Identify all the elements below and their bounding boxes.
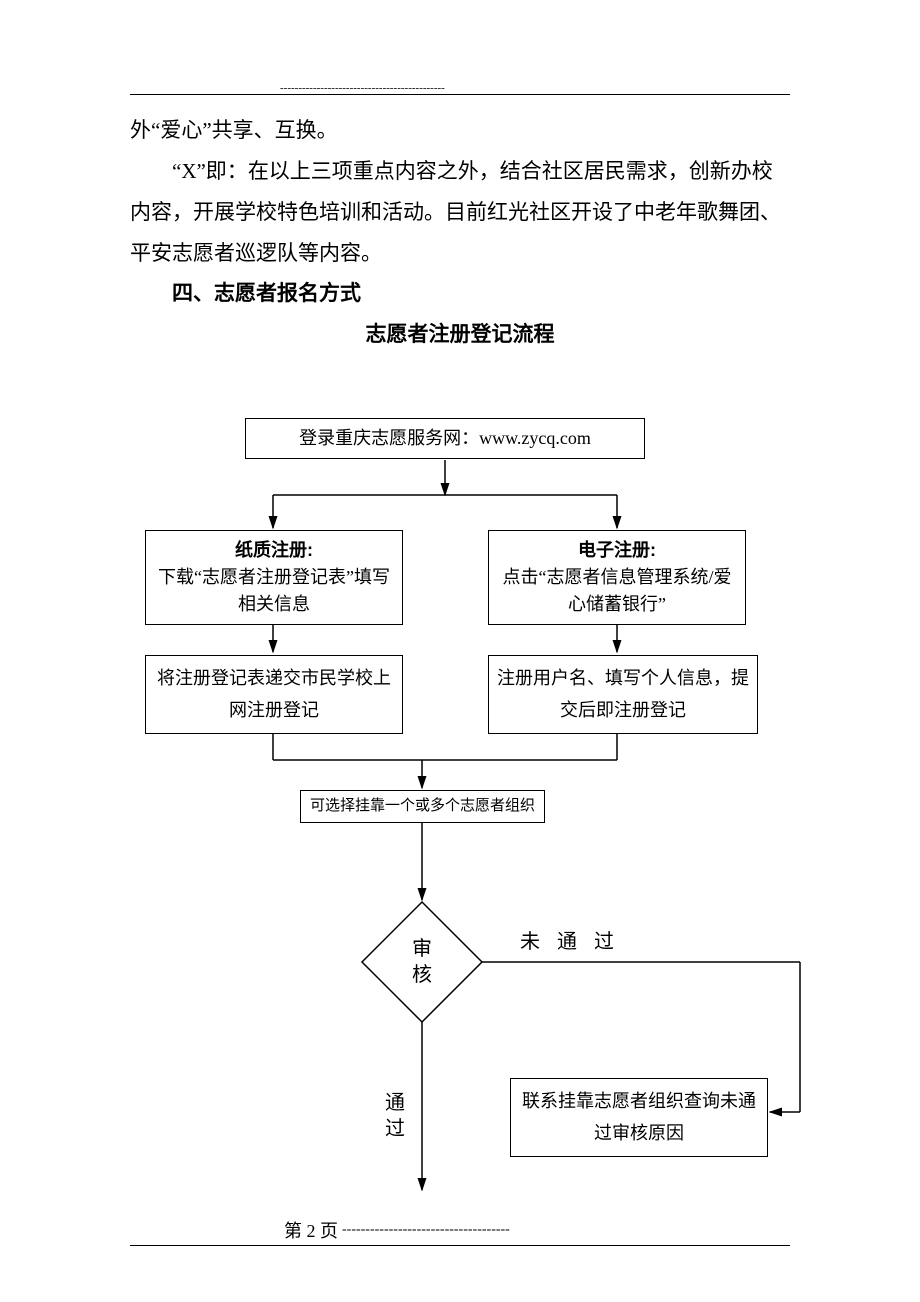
flow-node-register-user: 注册用户名、填写个人信息，提交后即注册登记 bbox=[488, 655, 758, 734]
flow-node-contact-org: 联系挂靠志愿者组织查询未通过审核原因 bbox=[510, 1078, 768, 1157]
flow-label-fail: 未 通 过 bbox=[520, 925, 620, 954]
flowchart-title: 志愿者注册登记流程 bbox=[130, 315, 790, 356]
footer-line1: 第 2 页 ----------------------------------… bbox=[130, 1217, 790, 1243]
body-text: 外“爱心”共享、互换。 “X”即：在以上三项重点内容之外，结合社区居民需求，创新… bbox=[130, 110, 790, 356]
electronic-register-body: 点击“志愿者信息管理系统/爱心储蓄银行” bbox=[503, 567, 732, 614]
flow-decision-audit: 审核 bbox=[411, 936, 433, 988]
flow-node-submit-form: 将注册登记表递交市民学校上网注册登记 bbox=[145, 655, 403, 734]
paragraph-x: “X”即：在以上三项重点内容之外，结合社区居民需求，创新办校内容，开展学校特色培… bbox=[130, 151, 790, 274]
footer-line2 bbox=[130, 1245, 790, 1246]
x-lead: “X”即： bbox=[172, 159, 248, 183]
paragraph-continuation: 外“爱心”共享、互换。 bbox=[130, 110, 790, 151]
header-dashes: ----------------------------------------… bbox=[130, 82, 790, 94]
header-rule: ----------------------------------------… bbox=[130, 82, 790, 96]
electronic-register-title: 电子注册: bbox=[578, 540, 656, 560]
flow-node-choose-org: 可选择挂靠一个或多个志愿者组织 bbox=[300, 790, 545, 823]
footer-rule: 第 2 页 ----------------------------------… bbox=[130, 1217, 790, 1246]
paper-register-title: 纸质注册: bbox=[235, 540, 313, 560]
flow-node-electronic-register: 电子注册: 点击“志愿者信息管理系统/爱心储蓄银行” bbox=[488, 530, 746, 625]
flow-node-paper-register: 纸质注册: 下载“志愿者注册登记表”填写相关信息 bbox=[145, 530, 403, 625]
document-page: ----------------------------------------… bbox=[0, 0, 920, 1302]
paper-register-body: 下载“志愿者注册登记表”填写相关信息 bbox=[158, 567, 390, 614]
header-line bbox=[130, 94, 790, 95]
section-4-title: 四、志愿者报名方式 bbox=[130, 274, 790, 315]
flow-label-pass: 通过 bbox=[384, 1090, 406, 1142]
flowchart: 登录重庆志愿服务网：www.zycq.com 纸质注册: 下载“志愿者注册登记表… bbox=[0, 400, 920, 1220]
footer-dashes: ------------------------------------ bbox=[342, 1222, 510, 1238]
page-number: 第 2 页 bbox=[280, 1217, 342, 1243]
flow-node-login: 登录重庆志愿服务网：www.zycq.com bbox=[245, 418, 645, 459]
